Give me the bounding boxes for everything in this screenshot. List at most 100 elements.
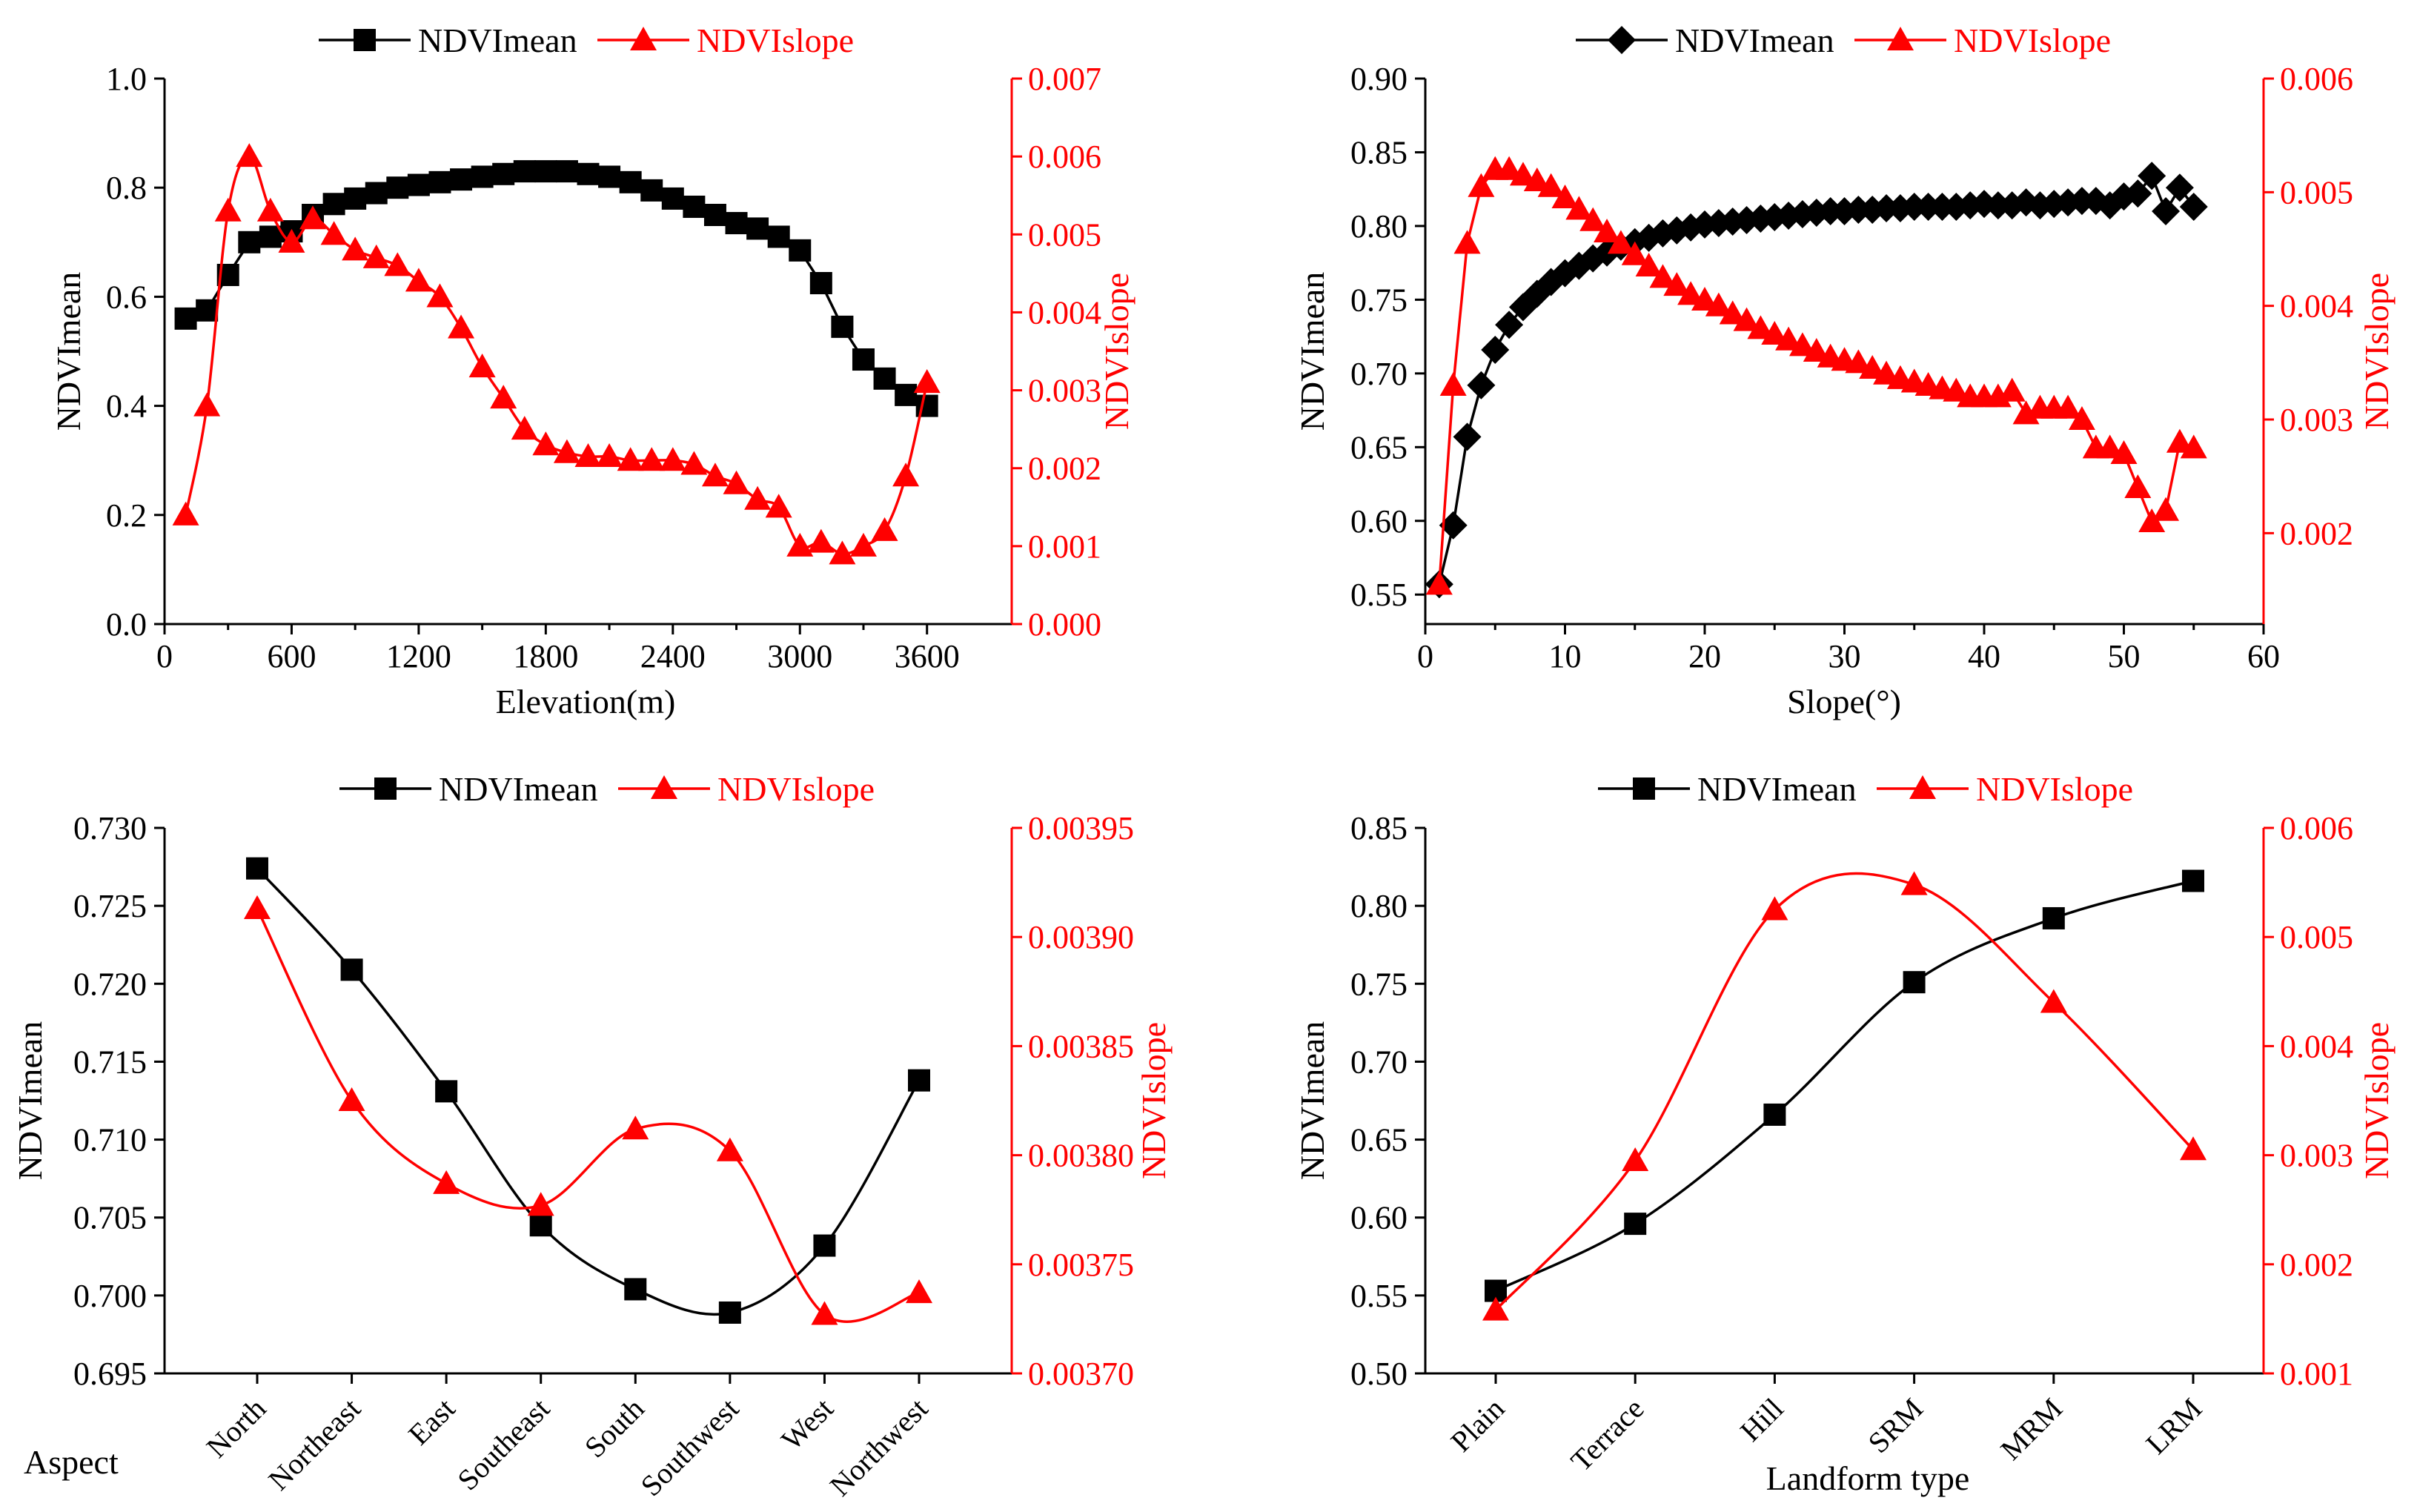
series-NDVImean: [246, 857, 930, 1324]
data-point-NDVImean: [895, 383, 918, 406]
right-tick-label: 0.003: [1028, 373, 1101, 409]
left-tick-label: 0.715: [73, 1044, 147, 1080]
legend-marker: [1909, 775, 1936, 800]
left-tick-label: 0.75: [1350, 966, 1408, 1002]
data-point-NDVImean: [555, 160, 578, 183]
x-tick-label: 1800: [513, 638, 578, 674]
data-point-NDVImean: [2123, 179, 2152, 208]
data-point-NDVIslope: [214, 197, 242, 222]
landform-chart: 0.50 0.55 0.60 0.65 0.70 0.75 0.80 0.85 0.001 0.0…: [1293, 770, 2396, 1497]
left-tick-label: 0.85: [1350, 810, 1408, 846]
data-point-NDVIslope: [638, 447, 666, 471]
aspect-chart: 0.695 0.700 0.705 0.710 0.715 0.720 0.725 0.730…: [11, 770, 1173, 1502]
data-point-NDVIslope: [384, 252, 411, 276]
x-category-label: MRM: [1994, 1392, 2069, 1467]
data-point-NDVImean: [873, 367, 896, 390]
data-point-NDVIslope: [2124, 474, 2152, 499]
data-point-NDVIslope: [527, 1192, 554, 1216]
data-point-NDVIslope: [622, 1115, 649, 1140]
data-point-NDVImean: [789, 239, 812, 262]
legend-label: NDVIslope: [1976, 770, 2133, 808]
data-point-NDVIslope: [892, 462, 920, 487]
data-point-NDVIslope: [2096, 434, 2123, 459]
data-point-NDVImean: [365, 182, 388, 205]
data-point-NDVIslope: [1761, 321, 1788, 345]
x-tick-label: 50: [2108, 638, 2141, 674]
x-tick-label: 0: [1417, 638, 1433, 674]
data-point-NDVIslope: [1859, 355, 1886, 379]
data-point-NDVIslope: [1537, 173, 1565, 197]
right-tick-label: 0.002: [1028, 451, 1101, 487]
legend-label: NDVImean: [1675, 21, 1834, 59]
right-tick-label: 0.00375: [1028, 1247, 1134, 1283]
data-point-NDVImean: [1624, 1213, 1647, 1236]
data-point-NDVIslope: [744, 485, 772, 510]
data-point-NDVImean: [767, 225, 790, 248]
right-tick-label: 0.007: [1028, 61, 1101, 97]
data-point-NDVIslope: [278, 228, 305, 253]
series-NDVIslope: [244, 895, 932, 1325]
data-point-NDVIslope: [1761, 896, 1788, 921]
data-point-NDVIslope: [448, 314, 475, 339]
data-point-NDVImean: [598, 165, 621, 188]
legend-label: NDVIslope: [1954, 21, 2111, 59]
data-point-NDVIslope: [1551, 185, 1579, 209]
data-point-NDVIslope: [765, 494, 792, 518]
data-point-NDVIslope: [244, 895, 271, 919]
left-axis-label: NDVImean: [11, 1021, 49, 1181]
data-point-NDVImean: [640, 179, 663, 202]
series-line-NDVImean: [1438, 173, 2195, 585]
data-point-NDVIslope: [2180, 1136, 2207, 1161]
legend: NDVImean NDVIslope: [319, 21, 854, 59]
data-point-NDVImean: [1763, 1103, 1786, 1126]
left-tick-label: 1.0: [106, 61, 147, 97]
left-tick-label: 0.2: [106, 497, 147, 534]
x-tick-label: 20: [1688, 638, 1721, 674]
data-point-NDVIslope: [2166, 428, 2193, 453]
data-point-NDVIslope: [1691, 287, 1718, 311]
data-point-NDVIslope: [1733, 307, 1760, 331]
left-tick-label: 0.60: [1350, 1200, 1408, 1236]
legend-marker: [630, 27, 657, 51]
left-tick-label: 0.65: [1350, 1122, 1408, 1158]
data-point-NDVImean: [174, 307, 197, 330]
data-point-NDVIslope: [574, 442, 602, 467]
left-tick-label: 0.80: [1350, 208, 1408, 245]
data-point-NDVIslope: [723, 470, 750, 494]
legend-label: NDVIslope: [697, 21, 854, 59]
x-category-label: Terrace: [1564, 1392, 1650, 1478]
right-axis-label: NDVIslope: [1135, 1022, 1173, 1179]
data-point-NDVIslope: [871, 517, 898, 541]
right-tick-label: 0.006: [2280, 810, 2353, 846]
data-point-NDVImean: [2042, 906, 2065, 929]
x-category-label: North: [200, 1392, 273, 1465]
legend: NDVImean NDVIslope: [1576, 21, 2111, 59]
data-point-NDVIslope: [1788, 332, 1816, 357]
data-point-NDVIslope: [716, 1137, 743, 1161]
x-axis-label: Elevation(m): [496, 683, 676, 720]
data-point-NDVIslope: [2040, 989, 2067, 1013]
right-tick-label: 0.005: [2280, 919, 2353, 955]
x-category-label: LRM: [2139, 1392, 2208, 1461]
left-tick-label: 0.710: [73, 1122, 147, 1158]
data-point-NDVImean: [386, 176, 409, 199]
left-tick-label: 0.695: [73, 1356, 147, 1392]
data-point-NDVIslope: [236, 143, 263, 168]
data-point-NDVImean: [831, 315, 854, 338]
data-point-NDVIslope: [2138, 508, 2166, 533]
data-point-NDVIslope: [1705, 292, 1732, 316]
data-point-NDVImean: [1903, 971, 1926, 994]
data-point-NDVIslope: [1803, 338, 1830, 362]
series-NDVIslope: [172, 143, 941, 565]
right-tick-label: 0.006: [2280, 61, 2353, 97]
data-point-NDVIslope: [1747, 315, 1774, 339]
data-point-NDVIslope: [2055, 394, 2082, 419]
x-category-label: Northwest: [823, 1392, 935, 1503]
left-tick-label: 0.725: [73, 888, 147, 924]
data-point-NDVIslope: [786, 532, 814, 557]
data-point-NDVImean: [2138, 162, 2166, 190]
data-point-NDVImean: [471, 165, 494, 188]
left-tick-label: 0.70: [1350, 1044, 1408, 1080]
right-tick-label: 0.001: [1028, 528, 1101, 565]
data-point-NDVImean: [2182, 869, 2204, 892]
